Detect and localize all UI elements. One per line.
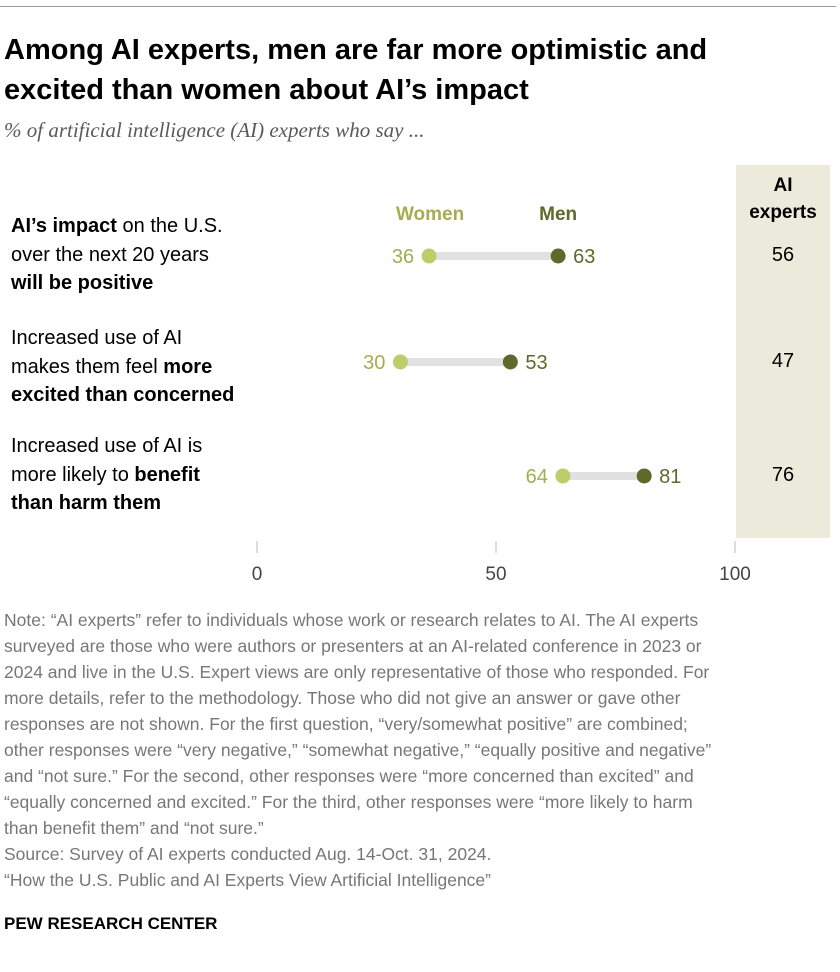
- women-value-label: 36: [392, 246, 414, 268]
- row-label-line: AI’s impact on the U.S.: [11, 212, 311, 241]
- note-line: more details, refer to the methodology. …: [4, 688, 681, 708]
- source-line: “How the U.S. Public and AI Experts View…: [4, 870, 491, 890]
- x-tick-label: 0: [252, 564, 263, 585]
- note-line: other responses were “very negative,” “s…: [4, 740, 712, 760]
- top-rule: [0, 6, 836, 7]
- row-label-line: more likely to benefit: [11, 461, 311, 490]
- notes: Note: “AI experts” refer to individuals …: [4, 607, 834, 893]
- row-label: Increased use of AI makes them feel more e…: [11, 324, 311, 410]
- chart-subtitle: % of artificial intelligence (AI) expert…: [4, 118, 425, 142]
- ai-experts-header-line-1: AI: [773, 175, 793, 196]
- row-label-text: Increased use of AI is: [11, 435, 203, 457]
- ai-experts-value: 56: [771, 244, 795, 266]
- women-dot: [392, 354, 408, 370]
- men-value-label: 81: [659, 466, 681, 488]
- row-label-text: on the U.S.: [116, 215, 223, 237]
- row-label: Increased use of AI is more likely to ben…: [11, 432, 311, 518]
- note-line: Note: “AI experts” refer to individuals …: [4, 610, 699, 630]
- ai-experts-header-line-2: experts: [749, 202, 817, 223]
- chart-title: Among AI experts, men are far more optim…: [4, 30, 824, 110]
- note-line: “equally concerned and excited.” For the…: [4, 792, 693, 812]
- row-label-line: Increased use of AI: [11, 324, 311, 353]
- row-label-line: makes them feel more: [11, 353, 311, 382]
- row-label-bold-text: will be positive: [11, 272, 154, 294]
- row-label-line: excited than concerned: [11, 381, 311, 410]
- women-dot: [421, 248, 437, 264]
- note-line: and “not sure.” For the second, other re…: [4, 766, 694, 786]
- row-label-line: will be positive: [11, 269, 311, 298]
- row-label-line: Increased use of AI is: [11, 432, 311, 461]
- row-label: AI’s impact on the U.S. over the next 20 …: [11, 212, 311, 298]
- row-label-bold-text: more: [163, 355, 213, 378]
- women-value-label: 30: [363, 352, 385, 374]
- men-value-label: 53: [525, 352, 547, 374]
- women-value-label: 64: [526, 466, 548, 488]
- legend-women: Women: [396, 204, 464, 225]
- legend-men: Men: [539, 204, 577, 225]
- x-tick-label: 100: [719, 564, 751, 585]
- note-line: than benefit them” and “not sure.”: [4, 818, 264, 838]
- row-label-text: over the next 20 years: [11, 243, 209, 266]
- dot-plot: Women Men 0 50 100 36 63 30 53 64 81: [252, 204, 751, 585]
- source-line: Source: Survey of AI experts conducted A…: [4, 844, 492, 864]
- row-label-bold-text: than harm them: [11, 492, 162, 514]
- row-label-text: makes them feel: [11, 355, 164, 378]
- row-label-text: Increased use of AI: [11, 327, 183, 349]
- note-line: 2024 and live in the U.S. Expert views a…: [4, 662, 710, 682]
- note-line: responses are not shown. For the first q…: [4, 714, 688, 734]
- row-label-line: over the next 20 years: [11, 241, 311, 270]
- ai-experts-panel: [736, 165, 830, 538]
- ai-experts-value: 76: [771, 464, 795, 486]
- row-label-bold-text: benefit: [134, 463, 200, 486]
- men-value-label: 63: [573, 246, 595, 268]
- row-label-line: than harm them: [11, 489, 311, 518]
- title-line-2: excited than women about AI’s impact: [4, 74, 529, 106]
- men-dot: [636, 468, 652, 484]
- row-label-bold-text: excited than concerned: [11, 384, 235, 406]
- row-label-bold-text: AI’s impact: [11, 215, 117, 237]
- title-line-1: Among AI experts, men are far more optim…: [4, 34, 708, 66]
- brand-label: PEW RESEARCH CENTER: [4, 914, 218, 933]
- men-dot: [502, 354, 518, 370]
- ai-experts-header: AI experts: [736, 172, 830, 226]
- note-line: surveyed are those who were authors or p…: [4, 636, 702, 656]
- row-label-text: more likely to: [11, 463, 135, 486]
- ai-experts-value: 47: [771, 350, 795, 372]
- x-tick-label: 50: [485, 564, 506, 585]
- women-dot: [555, 468, 571, 484]
- men-dot: [550, 248, 566, 264]
